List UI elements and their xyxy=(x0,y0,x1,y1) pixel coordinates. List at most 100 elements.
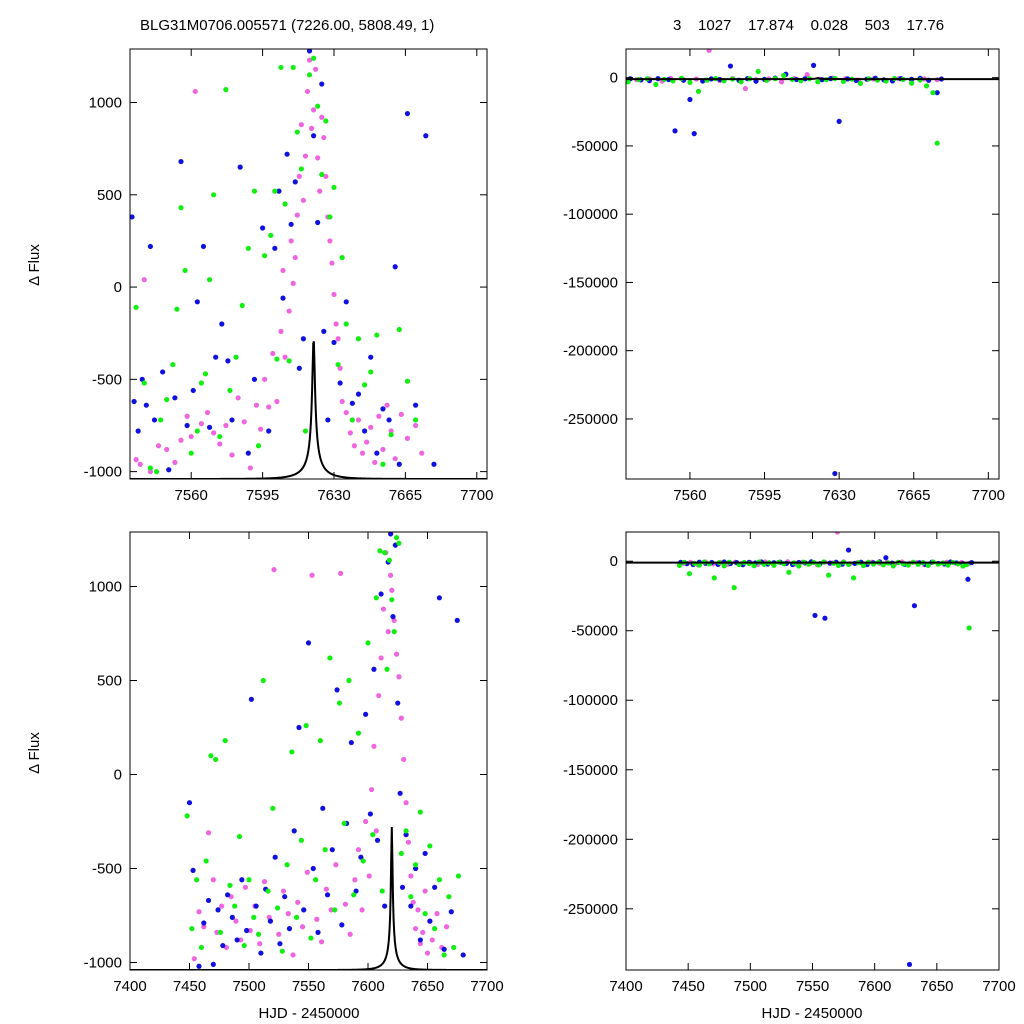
data-point xyxy=(360,858,366,864)
data-point xyxy=(300,197,306,203)
y-axis-label-top: Δ Flux xyxy=(26,244,43,286)
data-point xyxy=(158,417,164,423)
data-point xyxy=(294,212,300,218)
data-point xyxy=(130,214,135,220)
data-point xyxy=(388,532,394,537)
data-point xyxy=(215,907,221,913)
data-point xyxy=(358,854,364,860)
data-point xyxy=(298,166,304,172)
data-point xyxy=(174,306,180,312)
data-point xyxy=(184,413,190,419)
data-point xyxy=(153,469,160,475)
data-point xyxy=(332,907,338,913)
data-point xyxy=(294,129,300,135)
data-point xyxy=(351,443,357,449)
data-point xyxy=(448,909,454,915)
x-tick-label: 7550 xyxy=(292,978,325,995)
data-point xyxy=(253,402,260,408)
data-point xyxy=(393,535,400,541)
data-point xyxy=(934,90,940,96)
data-point xyxy=(396,674,402,680)
data-point xyxy=(397,790,403,796)
data-point xyxy=(382,903,388,909)
data-point xyxy=(200,243,207,250)
data-point xyxy=(691,131,697,137)
data-point xyxy=(432,926,438,932)
data-point xyxy=(379,888,385,894)
x-tick-label: 7700 xyxy=(460,487,493,504)
data-point xyxy=(135,428,141,434)
data-point xyxy=(343,409,349,416)
data-point xyxy=(198,944,204,951)
data-point xyxy=(323,118,329,124)
data-point xyxy=(182,267,188,274)
data-point xyxy=(386,557,393,563)
data-point xyxy=(223,87,229,93)
data-point xyxy=(404,110,411,117)
data-point xyxy=(296,724,302,731)
data-point xyxy=(217,433,223,440)
data-point xyxy=(166,467,172,473)
data-point xyxy=(451,944,457,951)
data-point xyxy=(362,428,368,434)
data-point xyxy=(211,192,217,198)
data-point xyxy=(311,55,317,61)
x-tick-label: 7500 xyxy=(232,978,265,995)
data-point xyxy=(363,711,369,717)
data-point xyxy=(251,914,257,920)
data-point xyxy=(299,924,306,930)
data-point xyxy=(318,939,325,945)
data-point xyxy=(290,64,296,71)
data-point xyxy=(368,424,374,430)
data-point xyxy=(241,419,247,425)
y-tick-label: -50000 xyxy=(571,138,618,155)
data-points xyxy=(130,49,437,475)
data-point xyxy=(170,361,176,368)
data-point xyxy=(371,743,377,749)
data-point xyxy=(321,134,327,141)
data-point xyxy=(327,214,333,220)
data-point xyxy=(331,339,337,346)
data-point xyxy=(224,892,231,898)
y-tick-label: 0 xyxy=(114,279,122,296)
data-point xyxy=(455,873,462,879)
data-point xyxy=(274,905,281,911)
data-point xyxy=(363,818,369,825)
data-point xyxy=(804,72,810,78)
data-point xyxy=(417,941,423,947)
y-tick-label: -1000 xyxy=(84,464,122,481)
data-point xyxy=(905,562,911,568)
data-point xyxy=(147,465,153,471)
y-tick-label: -200000 xyxy=(563,343,618,360)
data-point xyxy=(427,918,433,924)
data-point xyxy=(278,64,284,71)
data-point xyxy=(778,79,785,85)
data-point xyxy=(325,417,331,423)
data-point xyxy=(141,380,147,386)
data-point xyxy=(232,903,238,909)
data-point xyxy=(164,446,170,453)
data-point xyxy=(133,457,139,463)
data-point xyxy=(376,692,382,699)
data-point xyxy=(236,833,243,840)
x-tick-label: 7400 xyxy=(609,978,642,995)
data-point xyxy=(336,700,343,706)
data-point xyxy=(245,245,251,251)
data-point xyxy=(334,687,340,693)
data-point xyxy=(302,153,309,159)
data-point xyxy=(178,437,184,443)
plot-frame xyxy=(625,531,1000,971)
data-point xyxy=(408,894,414,900)
data-point xyxy=(392,264,398,270)
y-tick-label: 1000 xyxy=(89,95,122,112)
data-point xyxy=(392,456,398,462)
data-point xyxy=(196,909,202,915)
data-point xyxy=(257,941,263,947)
data-point xyxy=(315,219,321,226)
data-point xyxy=(393,651,400,657)
data-point xyxy=(427,843,433,849)
data-point xyxy=(362,382,368,388)
data-point xyxy=(191,956,197,962)
data-point xyxy=(352,877,358,883)
